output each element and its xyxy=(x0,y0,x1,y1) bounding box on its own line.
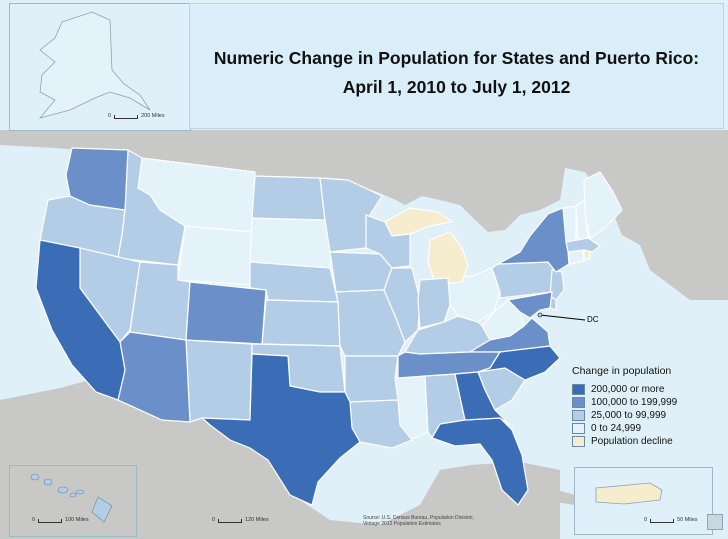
source-note: Source: U.S. Census Bureau, Population D… xyxy=(363,515,513,527)
state-wyoming[interactable] xyxy=(177,225,253,286)
source-line-1: Source: U.S. Census Bureau, Population D… xyxy=(363,515,474,521)
state-alaska[interactable] xyxy=(38,11,151,119)
legend-swatch xyxy=(572,436,585,447)
scale-label: 120 Miles xyxy=(245,517,269,523)
state-new-mexico[interactable] xyxy=(185,339,253,423)
territory-puerto-rico[interactable] xyxy=(595,482,663,505)
alaska-inset-frame xyxy=(9,3,191,131)
legend-swatch xyxy=(572,423,585,434)
legend-swatch xyxy=(572,410,585,421)
state-arkansas[interactable] xyxy=(344,355,399,403)
state-maryland[interactable] xyxy=(506,291,553,319)
legend-label: 25,000 to 99,999 xyxy=(591,410,667,421)
state-hawaii[interactable] xyxy=(30,473,113,523)
mexico-land xyxy=(0,380,560,539)
legend-swatch xyxy=(572,397,585,408)
legend-item: 100,000 to 199,999 xyxy=(572,396,712,409)
scale-label: 200 Miles xyxy=(141,113,165,119)
state-indiana[interactable] xyxy=(417,277,451,329)
expand-icon[interactable] xyxy=(707,514,723,530)
state-kansas[interactable] xyxy=(261,299,341,347)
state-south-dakota[interactable] xyxy=(249,217,333,269)
legend-item: Population decline xyxy=(572,435,712,448)
state-wisconsin[interactable] xyxy=(365,214,411,269)
legend-title: Change in population xyxy=(572,365,672,377)
state-colorado[interactable] xyxy=(185,281,267,345)
page-title: Numeric Change in Population for States … xyxy=(213,48,700,68)
scale-zero-label: 0 xyxy=(32,517,36,523)
state-texas[interactable] xyxy=(200,353,361,506)
state-new-jersey[interactable] xyxy=(549,269,565,301)
state-illinois[interactable] xyxy=(383,267,421,344)
dc-leader-line xyxy=(539,314,586,321)
hawaii-scale-bar: 0 100 Miles xyxy=(32,517,89,523)
state-new-york[interactable] xyxy=(497,207,570,273)
dc-marker[interactable] xyxy=(537,312,543,318)
page-subtitle: April 1, 2010 to July 1, 2012 xyxy=(342,77,571,97)
scale-bar xyxy=(38,519,63,523)
state-idaho[interactable] xyxy=(117,148,186,266)
mainland-scale-bar: 0 120 Miles xyxy=(212,517,269,523)
scale-label: 50 Miles xyxy=(677,517,698,523)
legend-item: 0 to 24,999 xyxy=(572,422,712,435)
scale-label: 100 Miles xyxy=(65,517,89,523)
mainland-scale-frame xyxy=(183,505,285,537)
puerto-rico-inset-frame xyxy=(574,467,713,535)
scale-bar xyxy=(114,115,139,119)
state-north-dakota[interactable] xyxy=(251,175,326,221)
scale-bar xyxy=(218,519,243,523)
legend-label: 0 to 24,999 xyxy=(591,423,642,434)
hawaii-inset-frame xyxy=(9,465,137,537)
legend-label: 100,000 to 199,999 xyxy=(591,397,678,408)
legend-item: 25,000 to 99,999 xyxy=(572,409,712,422)
source-line-2: Vintage 2012 Population Estimates xyxy=(363,521,441,527)
state-california[interactable] xyxy=(35,239,126,401)
state-michigan-upper[interactable] xyxy=(384,207,454,237)
legend-label: 200,000 or more xyxy=(591,384,665,395)
scale-zero-label: 0 xyxy=(644,517,648,523)
dc-label: DC xyxy=(587,315,599,324)
state-north-carolina[interactable] xyxy=(477,345,561,381)
scale-zero-label: 0 xyxy=(212,517,216,523)
legend-label: Population decline xyxy=(591,436,673,447)
state-michigan-lower[interactable] xyxy=(427,231,469,286)
canada-land xyxy=(0,130,728,300)
legend: Change in population 200,000 or more 100… xyxy=(572,365,712,448)
legend-item: 200,000 or more xyxy=(572,383,712,396)
title-box: Numeric Change in Population for States … xyxy=(189,3,724,129)
state-georgia[interactable] xyxy=(454,371,511,426)
state-washington[interactable] xyxy=(65,147,129,211)
alaska-scale-bar: 0 200 Miles xyxy=(108,113,165,119)
legend-swatch xyxy=(572,384,585,395)
scale-zero-label: 0 xyxy=(108,113,112,119)
scale-bar xyxy=(650,519,675,523)
puerto-rico-scale-bar: 0 50 Miles xyxy=(644,517,698,523)
